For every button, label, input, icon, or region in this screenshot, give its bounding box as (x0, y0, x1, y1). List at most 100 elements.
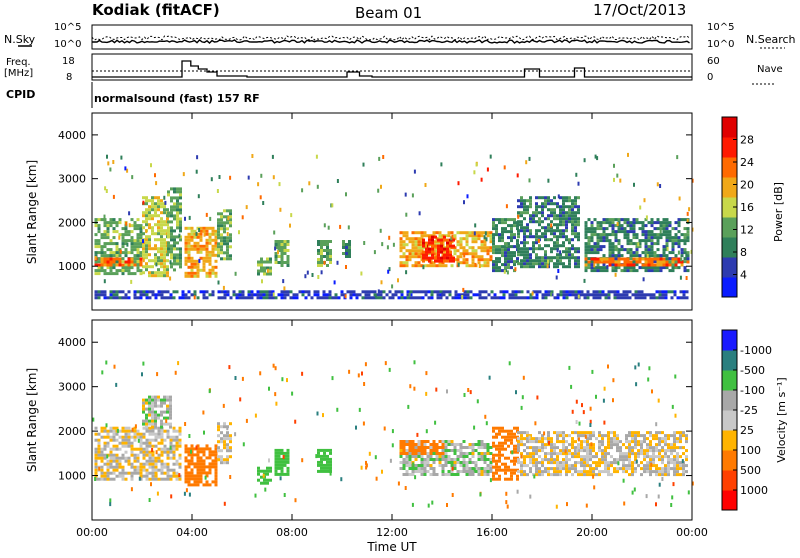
heatmap-cell (526, 259, 529, 263)
heatmap-cell (477, 234, 481, 238)
heatmap-cell (160, 296, 164, 300)
heatmap-cell (474, 464, 478, 467)
heatmap-cell (163, 205, 166, 209)
heatmap-cell (112, 293, 116, 297)
heatmap-scatter-cell (577, 294, 580, 299)
heatmap-cell (124, 251, 128, 255)
heatmap-cell (179, 205, 182, 209)
heatmap-cell (422, 238, 425, 242)
heatmap-cell (568, 265, 571, 269)
heatmap-cell (640, 290, 644, 294)
heatmap-scatter-cell (506, 504, 509, 509)
heatmap-cell (142, 404, 145, 408)
heatmap-cell (661, 473, 664, 477)
heatmap-cell (477, 231, 481, 235)
heatmap-cell (444, 473, 448, 476)
heatmap-cell (220, 221, 223, 225)
heatmap-cell (115, 426, 119, 430)
heatmap-cell (427, 290, 431, 294)
heatmap-cell (124, 477, 128, 481)
heatmap-cell (208, 447, 212, 451)
heatmap-cell (142, 432, 146, 436)
heatmap-cell (411, 446, 415, 449)
heatmap-cell (635, 236, 639, 240)
heatmap-scatter-cell (505, 204, 508, 209)
heatmap-cell (523, 262, 526, 266)
heatmap-cell (238, 293, 242, 297)
heatmap-cell (520, 443, 523, 447)
heatmap-cell (103, 447, 107, 451)
heatmap-cell (106, 459, 110, 463)
heatmap-cell (426, 470, 430, 473)
heatmap-cell (520, 262, 523, 266)
heatmap-scatter-cell (222, 285, 225, 290)
heatmap-cell (535, 458, 538, 462)
heatmap-scatter-cell (380, 184, 382, 189)
heatmap-cell (112, 272, 116, 276)
heatmap-cell (154, 253, 157, 257)
heatmap-cell (199, 290, 203, 294)
heatmap-cell (584, 260, 588, 264)
heatmap-cell (626, 257, 630, 261)
heatmap-cell (532, 211, 535, 215)
heatmap-cell (611, 254, 615, 258)
heatmap-cell (438, 458, 442, 461)
heatmap-cell (208, 226, 212, 230)
heatmap-cell (447, 234, 451, 238)
heatmap-cell (676, 473, 679, 477)
heatmap-cell (411, 240, 415, 244)
heatmap-cell (176, 208, 179, 212)
heatmap-cell (399, 440, 403, 443)
heatmap-cell (583, 293, 587, 297)
heatmap-cell (504, 221, 507, 225)
heatmap-cell (133, 453, 137, 457)
heatmap-scatter-cell (336, 407, 339, 412)
heatmap-cell (544, 202, 547, 206)
heatmap-cell (173, 244, 176, 248)
heatmap-cell (322, 293, 326, 297)
heatmap-cell (187, 271, 191, 275)
heatmap-cell (190, 256, 194, 260)
heatmap-cell (644, 254, 648, 258)
heatmap-cell (640, 473, 643, 477)
heatmap-cell (217, 254, 220, 258)
heatmap-cell (434, 235, 437, 239)
heatmap-scatter-cell (264, 487, 267, 492)
heatmap-cell (266, 466, 269, 470)
heatmap-cell (547, 293, 551, 297)
heatmap-cell (601, 461, 604, 465)
heatmap-cell (486, 443, 490, 446)
heatmap-cell (523, 250, 526, 254)
heatmap-cell (520, 461, 523, 465)
heatmap-cell (640, 467, 643, 471)
heatmap-cell (626, 221, 630, 225)
heatmap-cell (199, 468, 203, 472)
heatmap-cell (277, 246, 281, 249)
heatmap-cell (526, 446, 529, 450)
heatmap-scatter-cell (628, 448, 631, 453)
heatmap-cell (170, 250, 173, 254)
heatmap-cell (626, 266, 630, 270)
heatmap-cell (205, 238, 209, 242)
heatmap-cell (625, 452, 628, 456)
heatmap-cell (208, 462, 212, 466)
heatmap-scatter-cell (365, 460, 367, 465)
heatmap-cell (683, 266, 687, 270)
heatmap-scatter-cell (537, 238, 540, 243)
heatmap-cell (516, 227, 519, 231)
heatmap-cell (106, 441, 110, 445)
heatmap-cell (190, 244, 194, 248)
heatmap-cell (130, 251, 134, 255)
heatmap-cell (638, 254, 642, 258)
heatmap-cell (399, 261, 403, 265)
heatmap-cell (139, 471, 143, 475)
heatmap-cell (163, 244, 166, 248)
heatmap-cell (103, 462, 107, 466)
heatmap-cell (532, 214, 535, 218)
heatmap-cell (574, 250, 577, 254)
heatmap-cell (599, 269, 603, 273)
heatmap-cell (435, 443, 439, 446)
colorbar-tick-label: 4 (740, 269, 747, 282)
colorbar-segment (722, 350, 737, 371)
heatmap-cell (409, 290, 413, 294)
